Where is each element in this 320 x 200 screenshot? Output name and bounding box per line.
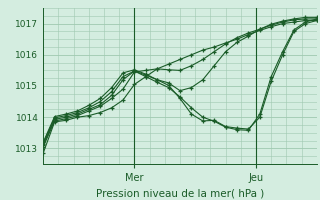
X-axis label: Pression niveau de la mer( hPa ): Pression niveau de la mer( hPa ) — [96, 189, 264, 199]
